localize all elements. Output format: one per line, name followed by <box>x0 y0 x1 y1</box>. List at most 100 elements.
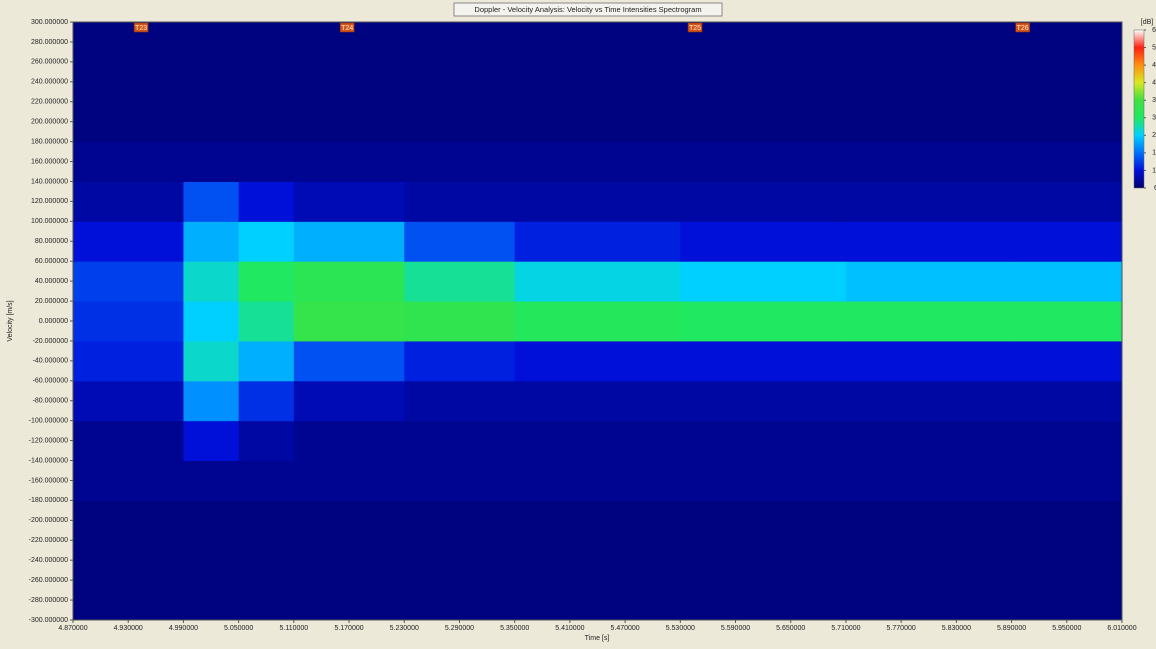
heat-cell <box>514 261 681 302</box>
event-marker-label: T25 <box>689 25 701 32</box>
x-tick-label: 5.110000 <box>279 625 308 632</box>
x-tick-label: 5.530000 <box>666 625 695 632</box>
y-tick-label: -120.000000 <box>29 437 68 444</box>
heat-cell <box>73 380 184 422</box>
heat-cell <box>514 22 681 63</box>
y-tick-label: -160.000000 <box>29 477 68 484</box>
heat-cell <box>183 380 240 422</box>
heat-cell <box>404 221 516 262</box>
heat-cell <box>238 420 295 462</box>
heat-cell <box>183 540 240 581</box>
heat-cell <box>845 261 1013 302</box>
heat-cell <box>404 181 516 222</box>
heat-cell <box>293 181 405 222</box>
heat-cell <box>845 500 1013 541</box>
heat-cell <box>404 141 516 182</box>
heat-cell <box>238 181 295 222</box>
heat-cell <box>845 221 1013 262</box>
x-axis-label: Time [s] <box>585 635 610 642</box>
y-tick-label: -100.000000 <box>29 418 68 425</box>
heat-cell <box>73 181 184 222</box>
heat-cell <box>845 340 1013 382</box>
heat-cell <box>73 500 184 541</box>
y-tick-label: 120.000000 <box>31 198 68 205</box>
event-marker-label: T26 <box>1017 25 1029 32</box>
heat-cell <box>404 580 516 621</box>
y-tick-label: -180.000000 <box>29 497 68 504</box>
heat-cell <box>238 261 295 302</box>
heat-cell <box>680 580 847 621</box>
heat-cell <box>514 500 681 541</box>
x-tick-label: 5.890000 <box>997 625 1026 632</box>
heat-cell <box>1011 101 1123 143</box>
heat-cell <box>845 460 1013 501</box>
x-tick-label: 5.770000 <box>887 625 916 632</box>
heat-cell <box>845 22 1013 63</box>
heat-cell <box>238 22 295 63</box>
heat-cell <box>293 221 405 262</box>
colorbar-tick-label: 18 <box>1152 150 1156 157</box>
heat-cell <box>238 101 295 143</box>
heat-cell <box>514 61 681 103</box>
heat-cell <box>680 22 847 63</box>
heat-cell <box>514 340 681 382</box>
heat-cell <box>238 580 295 621</box>
heat-cell <box>514 301 681 342</box>
x-tick-label: 5.470000 <box>611 625 640 632</box>
x-tick-label: 5.350000 <box>500 625 529 632</box>
heat-cell <box>73 101 184 143</box>
heat-cell <box>1011 22 1123 63</box>
y-tick-label: 280.000000 <box>31 39 68 46</box>
heat-cell <box>183 141 240 182</box>
event-marker-label: T24 <box>341 25 353 32</box>
heat-cell <box>1011 221 1123 262</box>
heat-cell <box>73 61 184 103</box>
heat-cell <box>293 61 405 103</box>
heat-cell <box>845 61 1013 103</box>
y-tick-label: -280.000000 <box>29 597 68 604</box>
y-tick-label: 220.000000 <box>31 99 68 106</box>
heat-cell <box>293 340 405 382</box>
heat-cell <box>293 580 405 621</box>
heat-cell <box>514 380 681 422</box>
x-tick-label: 4.990000 <box>169 625 198 632</box>
heat-cell <box>514 221 681 262</box>
heat-cell <box>183 22 240 63</box>
y-tick-label: -60.000000 <box>33 378 69 385</box>
colorbar-tick-label: 54 <box>1152 44 1156 51</box>
x-tick-label: 4.870000 <box>58 625 87 632</box>
x-tick-label: 5.290000 <box>445 625 474 632</box>
heat-cell <box>73 221 184 262</box>
colorbar-tick-label: 6 <box>1154 185 1156 192</box>
heat-cell <box>293 101 405 143</box>
plot-frame <box>72 21 1123 621</box>
heat-cell <box>293 540 405 581</box>
heat-cell <box>183 61 240 103</box>
y-tick-label: -40.000000 <box>33 358 69 365</box>
y-tick-label: 260.000000 <box>31 59 68 66</box>
x-tick-label: 5.230000 <box>390 625 419 632</box>
heat-cell <box>73 580 184 621</box>
heat-cell <box>845 301 1013 342</box>
x-tick-label: 5.650000 <box>776 625 805 632</box>
heat-cell <box>680 61 847 103</box>
colorbar-tick-label: 30 <box>1152 115 1156 122</box>
heat-cell <box>404 460 516 501</box>
heat-cell <box>238 460 295 501</box>
heat-cell <box>404 301 516 342</box>
title-box <box>453 2 723 17</box>
y-tick-label: 80.000000 <box>35 238 68 245</box>
heat-cell <box>514 460 681 501</box>
x-tick-label: 5.050000 <box>224 625 253 632</box>
x-tick-label: 5.950000 <box>1052 625 1081 632</box>
heat-cell <box>680 540 847 581</box>
heat-cell <box>73 261 184 302</box>
heat-cell <box>183 221 240 262</box>
y-tick-label: -300.000000 <box>29 617 68 624</box>
colorbar-tick-label: 36 <box>1152 97 1156 104</box>
x-tick-label: 4.930000 <box>114 625 143 632</box>
heat-cell <box>1011 61 1123 103</box>
heat-cell <box>845 420 1013 462</box>
y-tick-label: -220.000000 <box>29 537 68 544</box>
